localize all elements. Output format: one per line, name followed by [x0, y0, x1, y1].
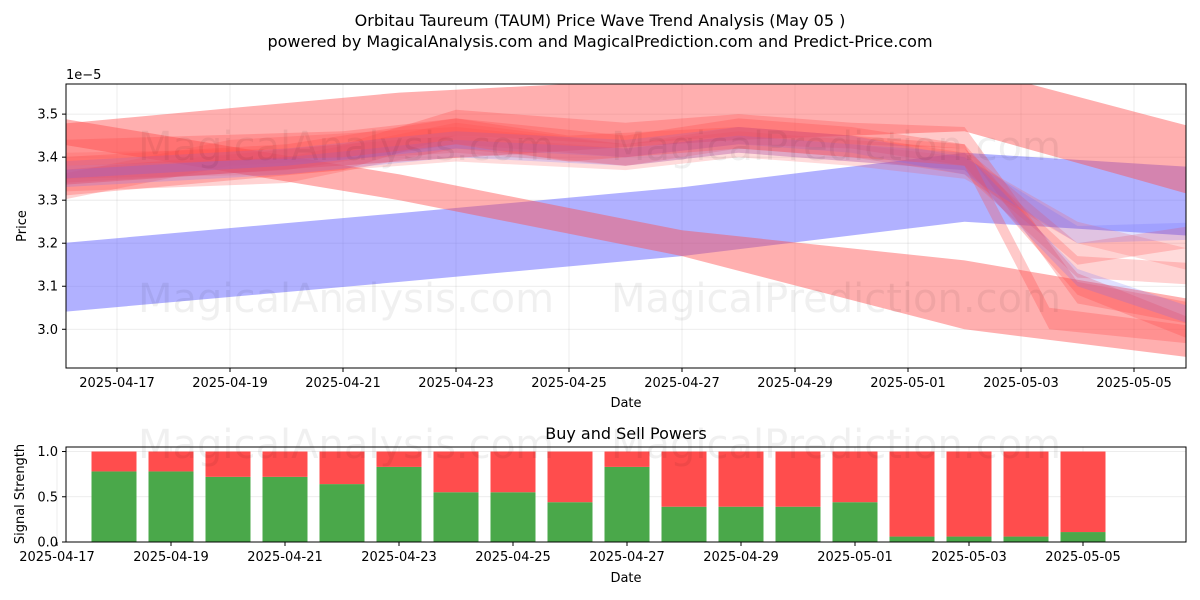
sell-bar	[490, 451, 536, 493]
power-x-tick-label: 2025-05-03	[931, 550, 1007, 565]
price-y-tick-label: 3.0	[37, 323, 58, 338]
watermark-top-2: MagicalPrediction.com	[611, 124, 1061, 170]
buy-bar	[376, 466, 422, 542]
price-axes: 2025-04-17 2025-04-19 2025-04-21 2025-04-23…	[37, 108, 1171, 391]
power-x-tick-label: 2025-04-19	[133, 550, 209, 565]
sell-bar	[205, 451, 251, 477]
price-band-blue-9	[66, 127, 1186, 244]
buy-bar	[148, 471, 194, 542]
buy-bar	[433, 492, 479, 542]
sell-bar	[1003, 451, 1049, 537]
power-x-tick-label: 2025-04-21	[247, 550, 323, 565]
price-x-tick-label: 2025-04-23	[418, 376, 494, 391]
price-x-tick-label: 2025-05-01	[870, 376, 946, 391]
sell-bar	[604, 451, 650, 467]
price-chart: MagicalAnalysis.com MagicalPrediction.co…	[15, 68, 1187, 411]
price-y-tick-label: 3.2	[37, 237, 58, 252]
sell-bar	[661, 451, 707, 507]
price-y-tick-label: 3.1	[37, 280, 58, 295]
price-band-red-1	[66, 119, 1186, 357]
power-x-tick-label: 2025-04-29	[703, 550, 779, 565]
buy-bar	[490, 492, 536, 542]
power-y-tick-label: 0.5	[37, 490, 58, 505]
buy-bar	[946, 536, 992, 542]
price-x-tick-label: 2025-05-03	[983, 376, 1059, 391]
price-y-tick-label: 3.4	[37, 151, 58, 166]
price-band-blue-0	[66, 152, 1186, 312]
sell-bar	[91, 451, 137, 472]
watermark-bottom-2: MagicalPrediction.com	[611, 422, 1061, 468]
price-y-tick-label: 3.3	[37, 194, 58, 209]
price-offset-label: 1e−5	[66, 68, 101, 83]
power-plot-frame	[65, 446, 1187, 543]
price-x-tick-label: 2025-04-21	[305, 376, 381, 391]
price-ylabel: Price	[15, 210, 30, 242]
price-band-red-6	[66, 122, 1186, 265]
watermark-top-3: MagicalAnalysis.com	[138, 276, 554, 322]
watermark-bottom-1: MagicalAnalysis.com	[138, 422, 554, 468]
power-chart: Buy and Sell Powers MagicalAnalysis.com …	[13, 422, 1187, 586]
sell-bar	[319, 451, 365, 485]
buy-bar	[1003, 536, 1049, 542]
price-band-red-3	[66, 109, 1186, 324]
buy-bar	[604, 466, 650, 542]
price-bands	[66, 84, 1186, 357]
buy-bar	[832, 502, 878, 542]
price-band-red-7	[66, 135, 1186, 270]
buy-bar	[718, 506, 764, 542]
price-y-tick-label: 3.5	[37, 108, 58, 123]
power-xlabel: Date	[610, 571, 641, 586]
power-bars	[91, 451, 1106, 542]
price-band-red-10	[66, 118, 1186, 344]
buy-bar	[91, 471, 137, 542]
buy-bar	[661, 506, 707, 542]
price-x-tick-label: 2025-04-17	[79, 376, 155, 391]
figure-title-line1: Orbitau Taureum (TAUM) Price Wave Trend …	[355, 11, 846, 30]
power-y-tick-label: 0.0	[37, 536, 58, 551]
sell-bar	[148, 451, 194, 472]
sell-bar	[376, 451, 422, 467]
power-y-tick-label: 1.0	[37, 445, 58, 460]
buy-bar	[205, 476, 251, 542]
sell-bar	[262, 451, 308, 477]
power-x-tick-label: 2025-04-25	[475, 550, 551, 565]
sell-bar	[889, 451, 935, 537]
sell-bar	[832, 451, 878, 503]
watermark-top-4: MagicalPrediction.com	[611, 276, 1061, 322]
price-plot-frame	[65, 83, 1187, 369]
price-x-tick-label: 2025-04-29	[757, 376, 833, 391]
power-chart-title: Buy and Sell Powers	[545, 424, 707, 443]
price-x-tick-label: 2025-04-25	[531, 376, 607, 391]
price-x-tick-label: 2025-05-05	[1096, 376, 1172, 391]
power-x-tick-label: 2025-05-01	[817, 550, 893, 565]
power-x-tick-label: 2025-05-05	[1045, 550, 1121, 565]
buy-bar	[775, 506, 821, 542]
sell-bar	[1060, 451, 1106, 533]
power-x-tick-label: 2025-04-23	[361, 550, 437, 565]
buy-bar	[547, 502, 593, 542]
price-xlabel: Date	[610, 396, 641, 411]
watermark-top-1: MagicalAnalysis.com	[138, 124, 554, 170]
buy-bar	[319, 484, 365, 542]
price-band-red-5	[66, 127, 1186, 285]
power-x-tick-label: 2025-04-27	[589, 550, 665, 565]
sell-bar	[547, 451, 593, 503]
figure-title-line2: powered by MagicalAnalysis.com and Magic…	[267, 32, 932, 51]
buy-bar	[1060, 532, 1106, 542]
buy-bar	[889, 536, 935, 542]
sell-bar	[718, 451, 764, 507]
power-ylabel: Signal Strength	[13, 444, 28, 544]
price-x-tick-label: 2025-04-27	[644, 376, 720, 391]
price-x-tick-label: 2025-04-19	[192, 376, 268, 391]
sell-bar	[775, 451, 821, 507]
sell-bar	[946, 451, 992, 537]
power-x-tick-label: 2025-04-17	[19, 550, 95, 565]
power-axes: 2025-04-17 2025-04-19 2025-04-21 2025-04-23…	[19, 445, 1121, 565]
price-band-red-2	[66, 84, 1186, 194]
sell-bar	[433, 451, 479, 493]
buy-bar	[262, 476, 308, 542]
